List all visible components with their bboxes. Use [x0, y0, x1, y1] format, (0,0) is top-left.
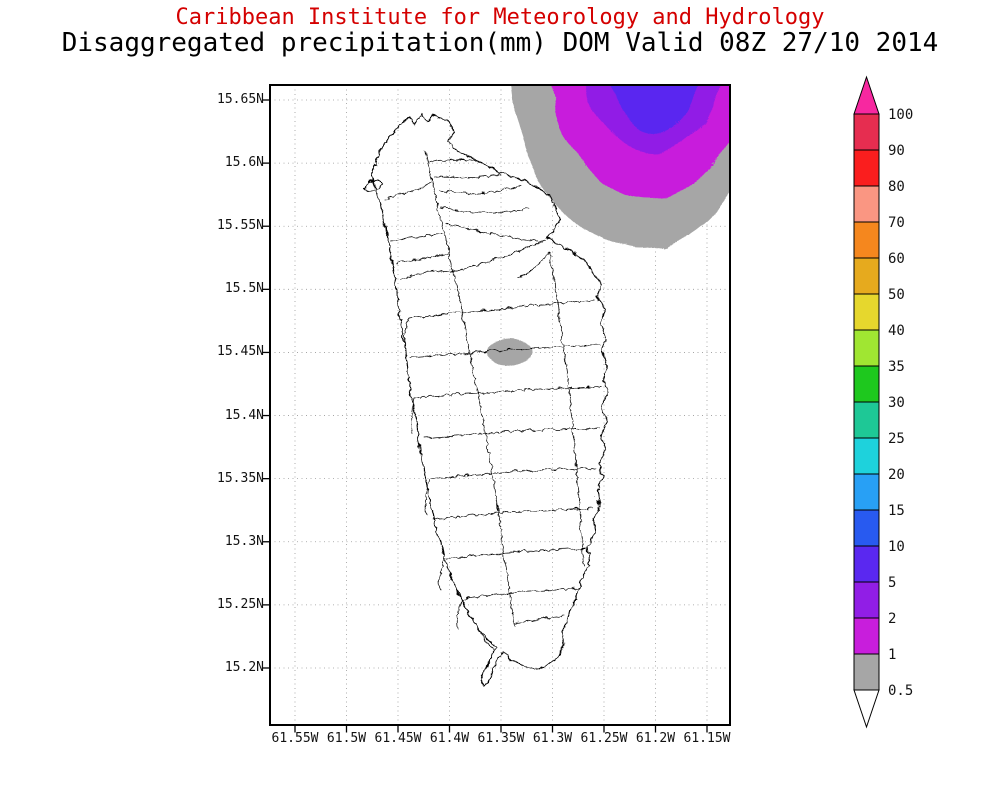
lon-tick-label: 61.4W — [429, 731, 470, 746]
lon-tick-label: 61.2W — [635, 731, 676, 746]
lon-tick-label: 61.35W — [477, 731, 525, 746]
precip-shading — [484, 85, 730, 361]
watershed-lines-west — [383, 181, 509, 649]
map-plot — [262, 84, 731, 733]
cabrits-peninsula-outline — [361, 178, 382, 191]
colorbar-label: 60 — [888, 251, 905, 267]
plot-border — [269, 84, 731, 726]
colorbar-label: 20 — [888, 467, 905, 483]
lon-tick-label: 61.3W — [532, 731, 573, 746]
lat-tick-label: 15.3N — [224, 533, 264, 549]
colorbar-label: 10 — [888, 539, 905, 555]
watershed-lines-east — [451, 237, 601, 623]
colorbar-top-arrow — [853, 75, 880, 115]
precip-area-5mm — [607, 85, 697, 130]
tick-layer — [262, 99, 708, 733]
colorbar-label: 40 — [888, 323, 905, 339]
colorbar-label: 5 — [888, 575, 896, 591]
colorbar-label: 100 — [888, 107, 913, 123]
central-precip-patch-0p5mm — [484, 333, 528, 361]
colorbar-segment — [853, 509, 880, 547]
colorbar-label: 90 — [888, 143, 905, 159]
watershed-ridge-line — [423, 149, 584, 626]
colorbar-segment — [853, 401, 880, 439]
lon-tick-label: 61.25W — [580, 731, 628, 746]
colorbar-label: 80 — [888, 179, 905, 195]
colorbar-segment — [853, 329, 880, 367]
colorbar-label: 30 — [888, 395, 905, 411]
lat-tick-label: 15.4N — [224, 407, 264, 423]
colorbar-segment — [853, 617, 880, 655]
colorbar-segment — [853, 185, 880, 223]
lon-tick-label: 61.45W — [374, 731, 422, 746]
colorbar-label: 0.5 — [888, 683, 913, 699]
colorbar-label: 15 — [888, 503, 905, 519]
lat-tick-label: 15.45N — [217, 344, 264, 360]
colorbar-segment — [853, 653, 880, 691]
lat-tick-label: 15.5N — [224, 281, 264, 297]
dominica-map-lines — [361, 111, 608, 685]
lon-tick-label: 61.55W — [271, 731, 319, 746]
lat-tick-label: 15.55N — [217, 218, 264, 234]
colorbar-segment — [853, 113, 880, 151]
colorbar-bottom-arrow — [853, 689, 880, 729]
lat-tick-label: 15.2N — [224, 659, 264, 675]
colorbar-label: 50 — [888, 287, 905, 303]
lat-tick-label: 15.25N — [217, 596, 264, 612]
colorbar-label: 2 — [888, 611, 896, 627]
colorbar-label: 35 — [888, 359, 905, 375]
lat-tick-label: 15.65N — [217, 92, 264, 107]
lat-tick-label: 15.6N — [224, 155, 264, 171]
colorbar-segment — [853, 149, 880, 187]
watershed-lines-north — [427, 158, 537, 241]
colorbar-label: 25 — [888, 431, 905, 447]
colorbar-segment — [853, 221, 880, 259]
colorbar-segment — [853, 545, 880, 583]
lon-tick-label: 61.15W — [683, 731, 731, 746]
colorbar-label: 1 — [888, 647, 896, 663]
colorbar-label: 70 — [888, 215, 905, 231]
lon-tick-label: 61.5W — [326, 731, 367, 746]
colorbar-segment — [853, 437, 880, 475]
colorbar-segment — [853, 365, 880, 403]
colorbar-segment — [853, 581, 880, 619]
colorbar-segment — [853, 293, 880, 331]
lat-tick-label: 15.35N — [217, 470, 264, 486]
institute-title: Caribbean Institute for Meteorology and … — [175, 5, 825, 30]
colorbar-segment — [853, 473, 880, 511]
colorbar-legend: 100 90 80 70 60 50 40 35 30 25 20 15 10 5 2 1 0.5 — [853, 75, 913, 729]
plot-title: Disaggregated precipitation(mm) DOM Vali… — [61, 28, 939, 58]
colorbar-segment — [853, 257, 880, 295]
dominica-outline — [371, 111, 608, 685]
